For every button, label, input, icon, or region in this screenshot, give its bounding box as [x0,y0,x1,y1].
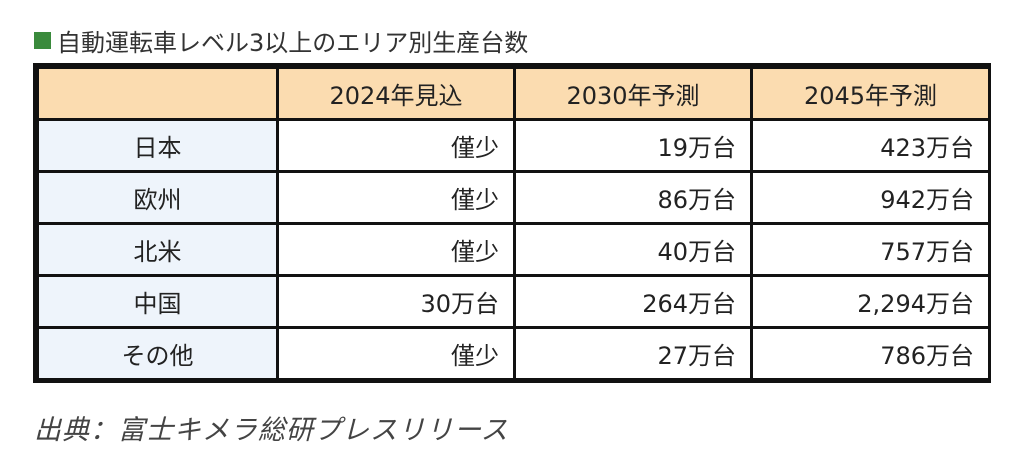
green-square-icon [34,31,51,49]
row-header-japan: 日本 [36,118,279,173]
table-row: 欧州 僅少 86万台 942万台 [36,170,991,225]
cell-value: 2,294万台 [750,274,991,329]
data-table: 2024年見込 2030年予測 2045年予測 日本 僅少 19万台 423万台… [36,66,991,381]
cell-value: 40万台 [513,222,753,277]
row-header-europe: 欧州 [36,170,279,225]
header-2030: 2030年予測 [513,66,753,121]
cell-value: 757万台 [750,222,991,277]
table-row: 中国 30万台 264万台 2,294万台 [36,274,991,329]
cell-value: 27万台 [513,326,753,381]
header-row: 2024年見込 2030年予測 2045年予測 [36,66,991,121]
row-header-north-america: 北米 [36,222,279,277]
header-2045: 2045年予測 [750,66,991,121]
cell-value: 僅少 [276,170,516,225]
row-header-china: 中国 [36,274,279,329]
cell-value: 19万台 [513,118,753,173]
cell-value: 942万台 [750,170,991,225]
cell-value: 264万台 [513,274,753,329]
cell-value: 僅少 [276,222,516,277]
table-row: その他 僅少 27万台 786万台 [36,326,991,381]
table-title: 自動運転車レベル3以上のエリア別生産台数 [34,22,528,58]
row-header-other: その他 [36,326,279,381]
cell-value: 786万台 [750,326,991,381]
source-caption: 出典：富士キメラ総研プレスリリース [34,415,509,446]
cell-value: 423万台 [750,118,991,173]
table-row: 日本 僅少 19万台 423万台 [36,118,991,173]
cell-value: 僅少 [276,118,516,173]
cell-value: 僅少 [276,326,516,381]
table-row: 北米 僅少 40万台 757万台 [36,222,991,277]
production-table: 2024年見込 2030年予測 2045年予測 日本 僅少 19万台 423万台… [33,63,991,383]
cell-value: 30万台 [276,274,516,329]
header-2024: 2024年見込 [276,66,516,121]
cell-value: 86万台 [513,170,753,225]
header-corner [36,66,279,121]
table-title-text: 自動運転車レベル3以上のエリア別生産台数 [57,28,529,57]
